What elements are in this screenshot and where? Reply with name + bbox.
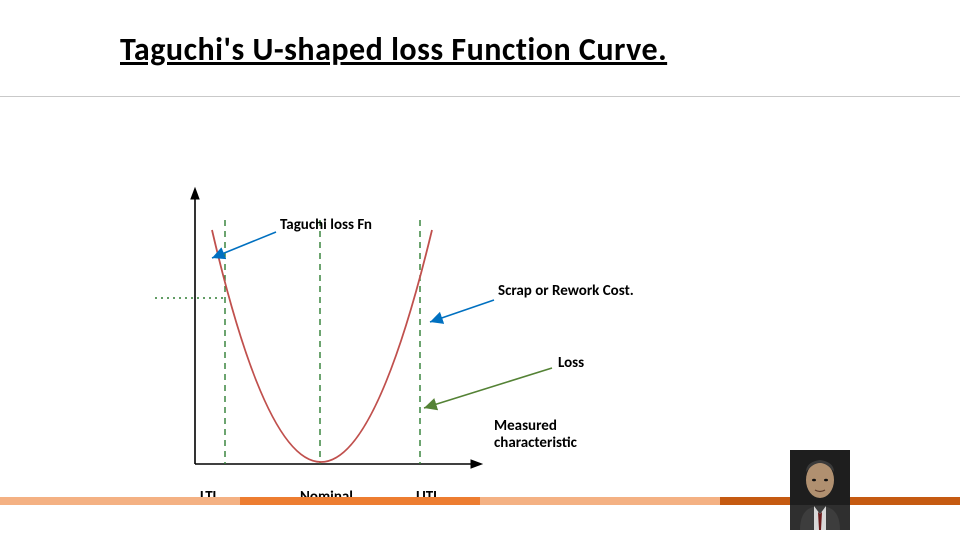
arrow-scrap-cost [430, 300, 494, 322]
label-scrap: Scrap or Rework Cost. [498, 282, 634, 300]
taguchi-curve [212, 230, 432, 462]
label-loss: Loss [558, 354, 584, 372]
label-measured: Measuredcharacteristic [494, 418, 577, 451]
arrow-loss [424, 368, 552, 408]
portrait-photo [790, 450, 850, 530]
label-taguchi-fn: Taguchi loss Fn [280, 216, 372, 234]
arrow-taguchi-fn [212, 232, 276, 258]
